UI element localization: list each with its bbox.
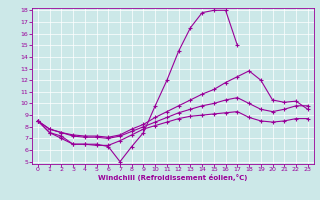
X-axis label: Windchill (Refroidissement éolien,°C): Windchill (Refroidissement éolien,°C): [98, 174, 247, 181]
